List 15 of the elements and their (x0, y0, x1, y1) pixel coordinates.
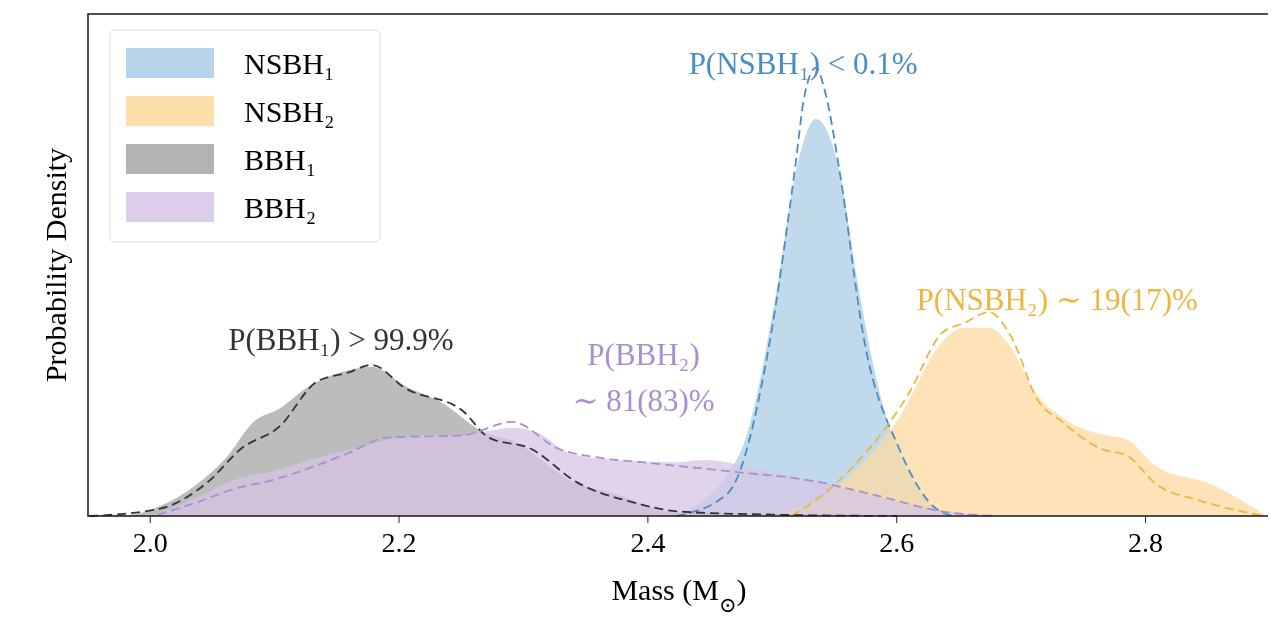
x-tick-label: 2.0 (132, 527, 168, 558)
annotation: P(BBH₁) > 99.9% (228, 322, 454, 358)
y-axis-title: Probability Density (39, 147, 72, 383)
annotation: P(NSBH₁) < 0.1% (688, 46, 918, 82)
legend-label: BBH₁ (244, 143, 317, 176)
annotation: P(NSBH₂) ∼ 19(17)% (916, 282, 1198, 318)
x-tick-label: 2.6 (879, 527, 915, 558)
x-tick-label: 2.2 (381, 527, 417, 558)
x-axis-title: Mass (M$_{⊙}$) (611, 573, 747, 617)
legend-label: NSBH₁ (244, 47, 335, 80)
x-tick-label: 2.4 (630, 527, 666, 558)
x-tick-label: 2.8 (1128, 527, 1164, 558)
legend-label: NSBH₂ (244, 95, 335, 128)
annotation: P(BBH₂) ∼ 81(83)% (572, 337, 715, 419)
legend-label: BBH₂ (244, 191, 317, 224)
